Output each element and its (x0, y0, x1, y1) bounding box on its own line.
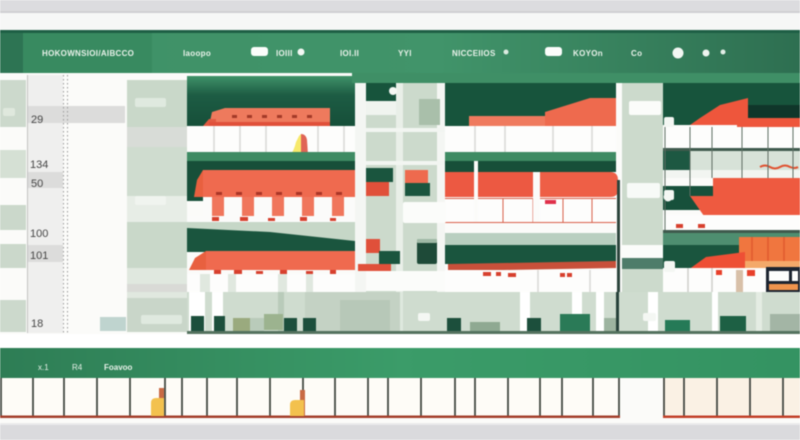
svg-text:YYI: YYI (398, 49, 412, 58)
svg-text:18: 18 (31, 318, 43, 330)
svg-text:50: 50 (31, 178, 43, 190)
svg-text:IOI.II: IOI.II (340, 49, 359, 58)
svg-text:HOKOWNSIOI/AIBCCO: HOKOWNSIOI/AIBCCO (42, 49, 134, 58)
svg-text:Foavoo: Foavoo (104, 363, 133, 372)
svg-text:NICCEIIOS: NICCEIIOS (452, 49, 496, 58)
svg-text:Co: Co (631, 49, 642, 58)
svg-text:KOYOn: KOYOn (573, 49, 603, 58)
svg-text:R4: R4 (72, 363, 83, 372)
svg-text:IOIII: IOIII (276, 49, 293, 58)
svg-text:Iaoopo: Iaoopo (183, 49, 211, 58)
svg-text:x.1: x.1 (38, 363, 49, 372)
svg-text:100: 100 (30, 228, 48, 240)
svg-text:29: 29 (31, 114, 43, 126)
svg-text:134: 134 (30, 159, 48, 171)
svg-text:101: 101 (30, 250, 48, 262)
